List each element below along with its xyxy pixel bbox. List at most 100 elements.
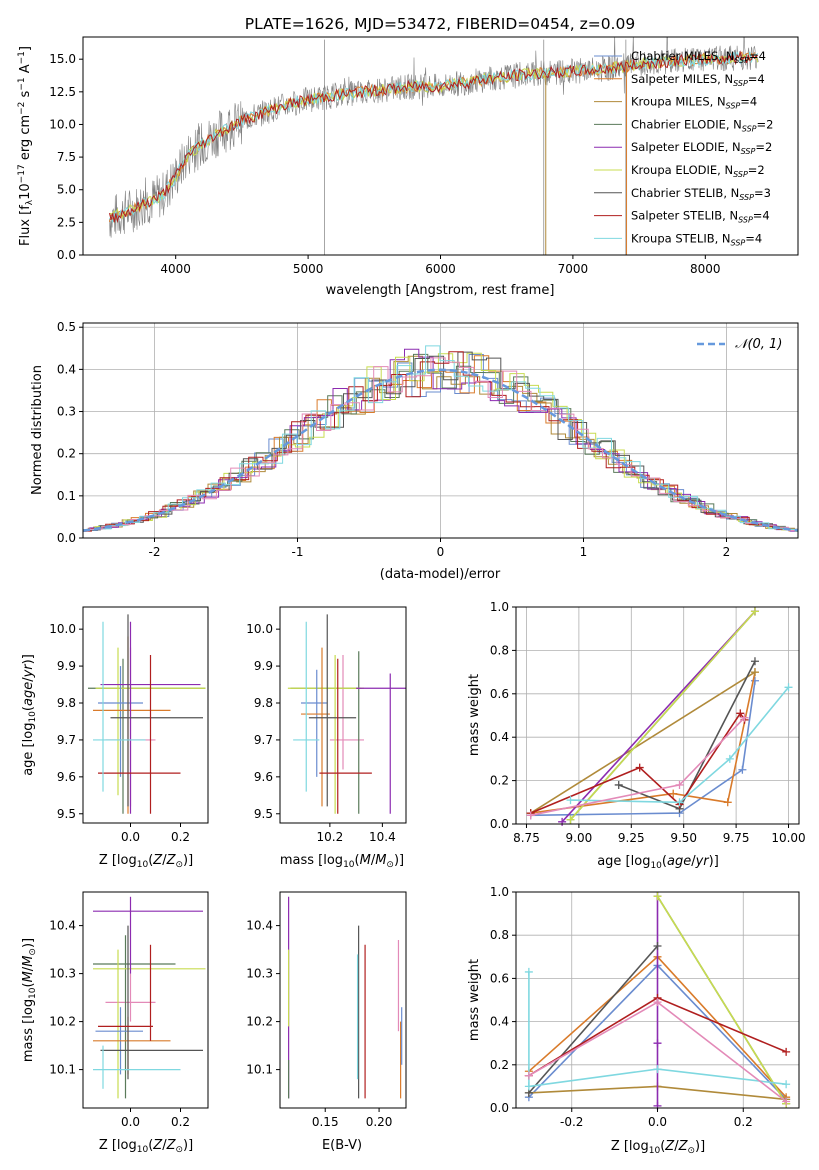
x-tick-label: 9.75 [723, 831, 750, 845]
x-tick-label: 0.15 [312, 1115, 339, 1129]
age-vs-mass-ticks: 10.2 10.4 9.5 9.6 9.7 9.8 9.9 10.0 [246, 622, 395, 844]
mw-vs-age-ylabel: mass weight [467, 674, 482, 756]
residual-histogram [83, 345, 798, 532]
spectrum-data [109, 37, 759, 255]
x-tick-label: 10.4 [369, 830, 396, 844]
x-tick-label: 0.2 [734, 1115, 753, 1129]
y-tick-label: 0.2 [57, 447, 76, 461]
weight-marker [566, 815, 575, 824]
weight-marker [740, 713, 749, 722]
y-tick-label: 0.2 [490, 774, 509, 788]
age-vs-mass-data [287, 614, 406, 814]
y-tick-label: 0.2 [490, 1058, 509, 1072]
y-tick-label: 10.0 [246, 622, 273, 636]
age-vs-Z-ylabel: age [log10(age/yr)] [21, 654, 38, 776]
x-tick-label: 6000 [425, 262, 456, 276]
weight-marker [750, 607, 759, 616]
weight-marker [635, 763, 644, 772]
weight-marker [675, 780, 684, 789]
weight-marker [782, 1080, 791, 1089]
y-tick-label: 5.0 [57, 183, 76, 197]
weight-marker [524, 1082, 533, 1091]
weight-marker [653, 942, 662, 950]
weight-marker [750, 657, 759, 666]
mass-vs-Z-data [93, 896, 206, 1099]
y-tick-label: 10.3 [49, 967, 76, 981]
mass-vs-Z-ylabel: mass [log10(M/M⊙)] [21, 938, 38, 1062]
mw-vs-Z-data [524, 892, 791, 1110]
x-tick-label: 7000 [558, 262, 589, 276]
weight-marker [566, 796, 575, 805]
y-tick-label: 7.5 [57, 150, 76, 164]
y-tick-label: 0.6 [490, 687, 509, 701]
y-tick-label: 10.4 [246, 919, 273, 933]
mass-vs-Z-frame [82, 891, 209, 1109]
gauss-legend-label: 𝒩(0, 1) [735, 337, 782, 352]
age-vs-Z-frame [82, 606, 209, 824]
y-tick-label: 9.9 [57, 659, 76, 673]
y-tick-label: 12.5 [49, 85, 76, 99]
y-tick-label: 10.2 [246, 1015, 273, 1029]
mass-vs-EBV-xlabel: E(B-V) [322, 1138, 362, 1153]
mw-vs-age-xlabel: age [log10(age/yr)] [597, 854, 719, 871]
x-tick-label: -2 [149, 545, 161, 559]
x-tick-label: 9.00 [566, 831, 593, 845]
weight-line [528, 945, 659, 1094]
weight-marker [653, 1065, 662, 1074]
weight-marker [736, 709, 745, 718]
weight-marker [725, 754, 734, 763]
mass-vs-Z-xlabel: Z [log10(Z/Z⊙)] [99, 1138, 193, 1155]
y-tick-label: 0.5 [57, 320, 76, 334]
y-tick-label: 10.2 [49, 1015, 76, 1029]
weight-marker [782, 1097, 791, 1106]
x-tick-label: 2 [723, 545, 731, 559]
y-tick-label: 2.5 [57, 215, 76, 229]
x-tick-label: 5000 [293, 262, 324, 276]
spectrum-ticks: 4000 5000 6000 7000 8000 0.0 2.5 5.0 7.5 10.0 12.5… [49, 52, 720, 276]
legend-label: Salpeter MILES, NSSP=4 [631, 72, 765, 88]
weight-marker [614, 780, 623, 789]
mass-vs-Z-panel: 0.0 0.2 10.1 10.2 10.3 10.4 Z [log10(Z/Z⊙)] m… [21, 891, 209, 1155]
x-tick-label: 0.0 [121, 830, 140, 844]
weight-line [528, 971, 787, 1088]
y-tick-label: 0.4 [57, 362, 76, 376]
weight-marker [750, 668, 759, 677]
x-tick-label: 1 [580, 545, 588, 559]
legend-label: Kroupa STELIB, NSSP=4 [631, 231, 762, 247]
y-tick-label: 10.3 [246, 967, 273, 981]
mw-vs-age-panel: 8.75 9.00 9.25 9.50 9.75 10.00 0.0 0.2 0.4 0.6 0.8… [467, 600, 806, 871]
mass-vs-EBV-frame [279, 891, 407, 1109]
y-tick-label: 9.5 [57, 807, 76, 821]
y-tick-label: 0.3 [57, 405, 76, 419]
x-tick-label: 0.2 [171, 830, 190, 844]
y-tick-label: 0.6 [490, 971, 509, 985]
y-tick-label: 10.0 [49, 622, 76, 636]
residual-legend: 𝒩(0, 1) [697, 337, 782, 352]
x-tick-label: 0 [437, 545, 445, 559]
x-tick-label: 0.0 [648, 1115, 667, 1129]
y-tick-label: 9.6 [57, 770, 76, 784]
mw-vs-age-data [526, 607, 793, 826]
legend-label: Salpeter ELODIE, NSSP=2 [631, 140, 772, 156]
weight-marker [526, 811, 535, 820]
weight-marker [750, 676, 759, 685]
x-tick-label: 0.2 [171, 1115, 190, 1129]
y-tick-label: 9.7 [254, 733, 273, 747]
x-tick-label: 4000 [160, 262, 191, 276]
mw-vs-age-gridlines [516, 606, 799, 825]
y-tick-label: 10.1 [49, 1063, 76, 1077]
weight-marker [653, 892, 662, 901]
y-tick-label: 9.5 [254, 807, 273, 821]
x-tick-label: 8000 [690, 262, 721, 276]
y-tick-label: 9.7 [57, 733, 76, 747]
weight-line [530, 671, 756, 814]
x-tick-label: 10.00 [771, 831, 805, 845]
x-tick-label: -0.2 [560, 1115, 583, 1129]
spectrum-xlabel: wavelength [Angstrom, rest frame] [326, 283, 555, 298]
weight-line [530, 671, 756, 814]
residual-ylabel: Normed distribution [30, 365, 45, 495]
x-tick-label: 0.0 [121, 1115, 140, 1129]
legend-label: Kroupa MILES, NSSP=4 [631, 95, 757, 111]
legend-label: Chabrier MILES, NSSP=4 [631, 49, 766, 65]
y-tick-label: 15.0 [49, 52, 76, 66]
